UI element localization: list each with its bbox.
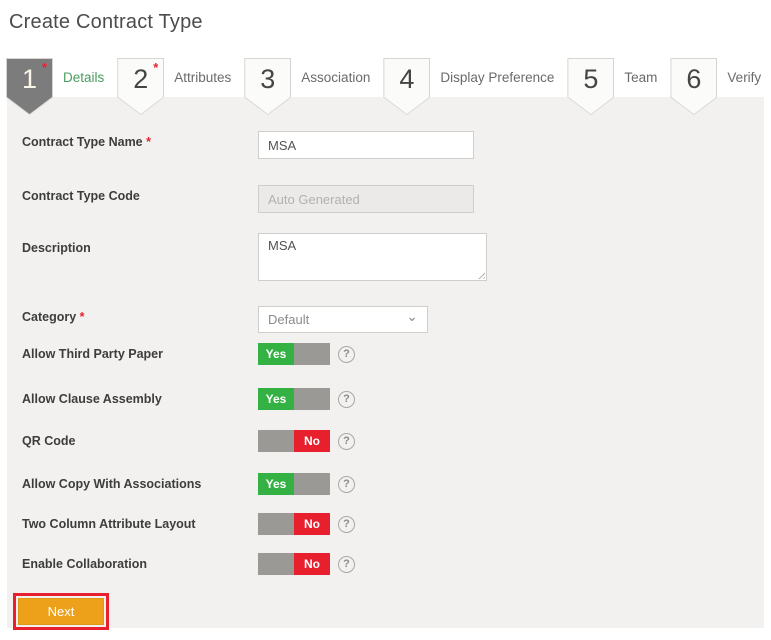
step-number: 2	[133, 64, 149, 94]
click-highlight-box: Next	[13, 593, 109, 630]
step-label: Association	[301, 70, 371, 85]
category-label: Category *	[22, 310, 85, 324]
step-2-attributes[interactable]: 2 * Attributes	[117, 58, 244, 115]
label-text: Contract Type Code	[22, 189, 140, 203]
qr-code-toggle[interactable]: No	[258, 430, 330, 452]
toggle-off-segment	[294, 343, 330, 365]
label-text: Description	[22, 241, 91, 255]
label-text: Allow Third Party Paper	[22, 347, 164, 361]
step-number: 5	[583, 64, 599, 94]
step-6-badge: 6	[670, 58, 718, 115]
help-icon[interactable]: ?	[338, 391, 355, 408]
enable-collaboration-label: Enable Collaboration	[22, 557, 147, 571]
textarea-resize-handle[interactable]	[476, 270, 485, 279]
toggle-yes-segment: Yes	[258, 343, 294, 365]
step-number: 1	[21, 64, 38, 94]
allow-clause-assembly-label: Allow Clause Assembly	[22, 392, 162, 406]
two-column-attribute-layout-label: Two Column Attribute Layout	[22, 517, 196, 531]
step-number: 3	[260, 64, 276, 94]
toggle-off-segment	[258, 553, 294, 575]
step-label: Verify	[727, 70, 762, 85]
step-2-badge: 2 *	[117, 58, 165, 115]
help-icon[interactable]: ?	[338, 516, 355, 533]
label-text: Two Column Attribute Layout	[22, 517, 196, 531]
toggle-yes-segment: Yes	[258, 473, 294, 495]
qr-code-label: QR Code	[22, 434, 75, 448]
wizard-stepper: 1 * Details 2 * Attributes 3 Association	[6, 58, 771, 115]
contract-type-name-label: Contract Type Name *	[22, 135, 151, 149]
required-asterisk: *	[79, 310, 85, 324]
description-label: Description	[22, 241, 91, 255]
help-icon[interactable]: ?	[338, 476, 355, 493]
step-number: 6	[686, 64, 702, 94]
step-4-display-preference[interactable]: 4 Display Preference	[383, 58, 567, 115]
step-5-badge: 5	[567, 58, 615, 115]
required-asterisk: *	[146, 135, 151, 149]
form-panel: Contract Type Name * Contract Type Code …	[7, 97, 764, 630]
step-3-association[interactable]: 3 Association	[244, 58, 383, 115]
allow-third-party-paper-toggle[interactable]: Yes	[258, 343, 330, 365]
step-label: Attributes	[174, 70, 232, 85]
step-1-badge: 1 *	[6, 58, 53, 115]
step-6-verify[interactable]: 6 Verify	[670, 58, 771, 115]
step-label: Details	[63, 70, 105, 85]
enable-collaboration-toggle[interactable]: No	[258, 553, 330, 575]
toggle-off-segment	[258, 430, 294, 452]
toggle-no-segment: No	[294, 430, 330, 452]
step-1-details[interactable]: 1 * Details	[6, 58, 117, 115]
toggle-off-segment	[294, 473, 330, 495]
category-selected-value: Default	[268, 312, 310, 327]
step-label: Display Preference	[440, 70, 555, 85]
step-label: Team	[624, 70, 658, 85]
label-text: Allow Clause Assembly	[22, 392, 162, 406]
label-text: QR Code	[22, 434, 76, 448]
step-5-team[interactable]: 5 Team	[567, 58, 670, 115]
allow-copy-with-associations-toggle[interactable]: Yes	[258, 473, 330, 495]
chevron-down-icon: ⌄	[406, 308, 418, 324]
label-text: Enable Collaboration	[22, 557, 148, 571]
toggle-no-segment: No	[294, 553, 330, 575]
help-icon[interactable]: ?	[338, 346, 355, 363]
help-icon[interactable]: ?	[338, 433, 355, 450]
label-text: Contract Type Name	[22, 135, 143, 149]
required-asterisk: *	[153, 60, 159, 75]
step-3-badge: 3	[244, 58, 292, 115]
toggle-off-segment	[294, 388, 330, 410]
required-asterisk: *	[41, 60, 47, 75]
allow-copy-with-associations-label: Allow Copy With Associations	[22, 477, 201, 491]
step-4-badge: 4	[383, 58, 431, 115]
contract-type-code-input[interactable]	[258, 185, 474, 213]
contract-type-name-input[interactable]	[258, 131, 474, 159]
label-text: Category	[22, 310, 77, 324]
category-select[interactable]: Default ⌄	[258, 306, 428, 333]
label-text: Allow Copy With Associations	[22, 477, 202, 491]
allow-clause-assembly-toggle[interactable]: Yes	[258, 388, 330, 410]
toggle-off-segment	[258, 513, 294, 535]
allow-third-party-paper-label: Allow Third Party Paper	[22, 347, 163, 361]
next-button[interactable]: Next	[18, 598, 104, 625]
toggle-no-segment: No	[294, 513, 330, 535]
description-textarea[interactable]: MSA	[258, 233, 487, 281]
contract-type-code-label: Contract Type Code	[22, 189, 140, 203]
toggle-yes-segment: Yes	[258, 388, 294, 410]
two-column-attribute-layout-toggle[interactable]: No	[258, 513, 330, 535]
step-number: 4	[399, 64, 415, 94]
page-title: Create Contract Type	[9, 11, 203, 33]
help-icon[interactable]: ?	[338, 556, 355, 573]
